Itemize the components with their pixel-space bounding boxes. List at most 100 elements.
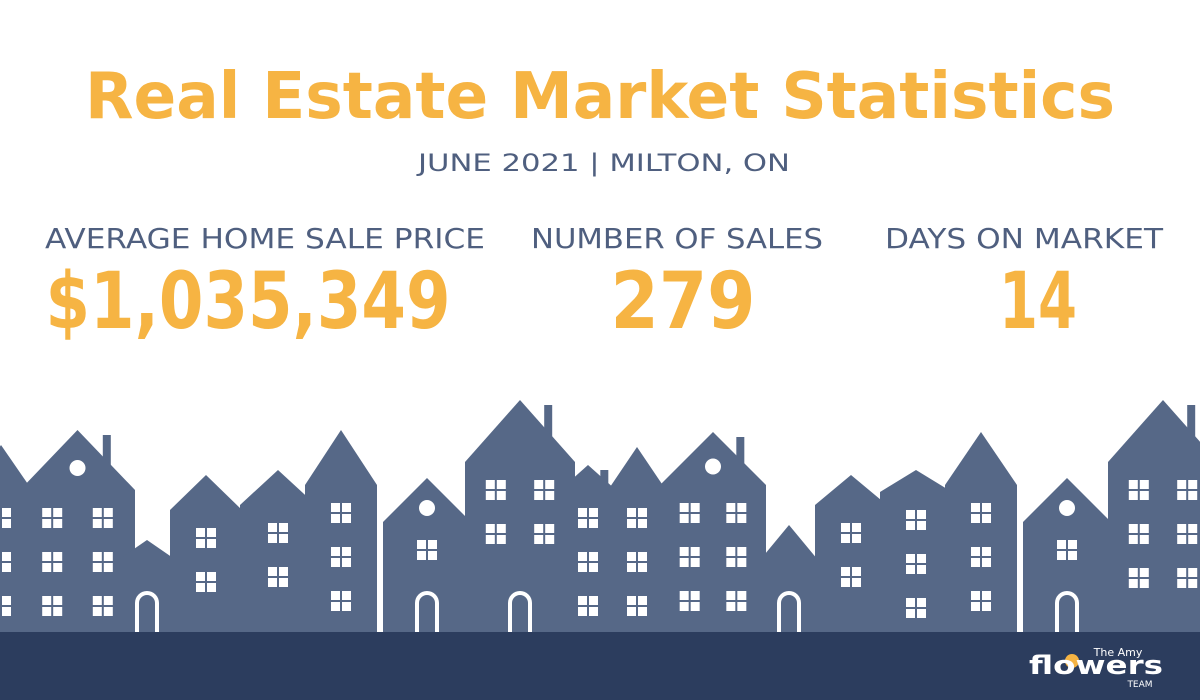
house [945, 432, 1017, 633]
window-pane [196, 528, 205, 537]
window-pane [1188, 568, 1198, 577]
window-pane [679, 558, 689, 567]
round-window [1059, 500, 1075, 516]
window-pane [496, 491, 506, 500]
stat-value: 279 [611, 257, 756, 347]
window-pane [578, 508, 587, 517]
window-pane [1188, 491, 1198, 500]
window-pane [53, 508, 63, 517]
window-pane [589, 552, 598, 561]
house [240, 470, 316, 633]
window-pane [679, 547, 689, 556]
window-pane [971, 547, 980, 556]
window-pane [53, 596, 63, 605]
window-pane [92, 508, 102, 517]
window-pane [207, 583, 216, 592]
logo-top: The Amy [1093, 646, 1143, 659]
window-pane [906, 554, 915, 563]
window-pane [589, 596, 598, 605]
window-pane [627, 607, 636, 616]
window-pane [207, 528, 216, 537]
window-pane [679, 503, 689, 512]
window-pane [279, 523, 288, 532]
door-inner [139, 595, 155, 633]
window-pane [342, 591, 351, 600]
window-pane [1128, 535, 1138, 544]
window-pane [2, 519, 11, 528]
window-pane [1177, 535, 1187, 544]
window-pane [737, 602, 747, 611]
window-pane [1177, 491, 1187, 500]
window-pane [417, 540, 426, 549]
window-pane [196, 583, 205, 592]
window-pane [982, 503, 991, 512]
window-pane [917, 598, 926, 607]
window-pane [545, 480, 555, 489]
window-pane [1057, 551, 1066, 560]
title: Real Estate Market Statistics [85, 60, 1115, 134]
window-pane [331, 591, 340, 600]
window-pane [971, 602, 980, 611]
window-pane [1188, 480, 1198, 489]
window-pane [103, 607, 113, 616]
stat-label: DAYS ON MARKET [885, 222, 1164, 255]
window-pane [690, 558, 700, 567]
window-pane [1128, 524, 1138, 533]
window-pane [1139, 568, 1149, 577]
house [1023, 478, 1111, 633]
window-pane [589, 607, 598, 616]
house [465, 400, 575, 633]
window-pane [1139, 579, 1149, 588]
window-pane [1139, 524, 1149, 533]
window-pane [1128, 480, 1138, 489]
window-pane [268, 523, 277, 532]
window-pane [2, 508, 11, 517]
logo-flower [1065, 654, 1079, 668]
window-pane [690, 514, 700, 523]
window-pane [534, 535, 544, 544]
window-pane [207, 539, 216, 548]
window-pane [268, 534, 277, 543]
window-pane [331, 547, 340, 556]
window-pane [103, 552, 113, 561]
window-pane [92, 563, 102, 572]
window-pane [342, 558, 351, 567]
house [660, 432, 766, 633]
window-pane [545, 491, 555, 500]
window-pane [852, 534, 861, 543]
window-pane [841, 567, 850, 576]
window-pane [971, 591, 980, 600]
window-pane [982, 514, 991, 523]
window-pane [1177, 480, 1187, 489]
window-pane [207, 572, 216, 581]
window-pane [53, 552, 63, 561]
window-pane [638, 563, 647, 572]
window-pane [737, 591, 747, 600]
window-pane [1139, 480, 1149, 489]
window-pane [971, 514, 980, 523]
window-pane [578, 607, 587, 616]
window-pane [737, 558, 747, 567]
window-pane [589, 563, 598, 572]
window-pane [726, 602, 736, 611]
window-pane [485, 491, 495, 500]
window-pane [103, 508, 113, 517]
stat-value: $1,035,349 [46, 257, 451, 347]
window-pane [534, 491, 544, 500]
window-pane [53, 519, 63, 528]
house [1108, 400, 1200, 633]
window-pane [196, 539, 205, 548]
window-pane [1128, 579, 1138, 588]
window-pane [690, 503, 700, 512]
window-pane [1128, 491, 1138, 500]
window-pane [534, 480, 544, 489]
window-pane [906, 521, 915, 530]
window-pane [726, 591, 736, 600]
window-pane [578, 563, 587, 572]
house [880, 470, 952, 633]
window-pane [638, 508, 647, 517]
window-pane [42, 519, 52, 528]
window-pane [917, 510, 926, 519]
window-pane [726, 558, 736, 567]
